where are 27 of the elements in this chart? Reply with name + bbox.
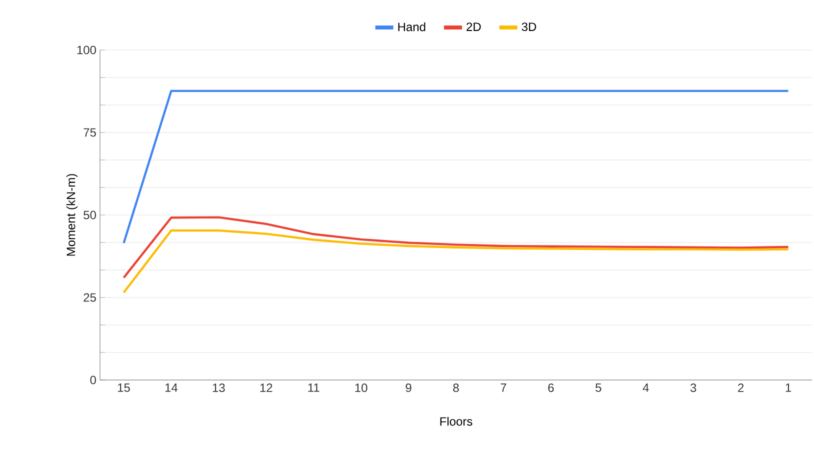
- x-tick-label: 7: [500, 384, 506, 392]
- y-tick-label: 25: [84, 293, 96, 302]
- x-tick-label: 13: [212, 384, 225, 392]
- line-series: [122, 216, 790, 279]
- y-tick-label: 100: [77, 46, 96, 54]
- x-tick-label: 3: [690, 384, 696, 392]
- legend-label: 2D: [466, 22, 481, 31]
- y-tick-label: 50: [84, 210, 96, 220]
- x-tick-label: 15: [118, 384, 130, 392]
- y-axis-title: Moment (kN-m): [66, 174, 78, 256]
- x-tick-label: 1: [786, 384, 792, 392]
- x-axis-title: Floors: [440, 416, 472, 426]
- x-tick-label: 14: [165, 384, 178, 392]
- line-series: [122, 229, 790, 294]
- x-tick-label: 12: [260, 384, 272, 392]
- x-tick-label: 8: [453, 384, 459, 392]
- legend-label: Hand: [398, 22, 426, 32]
- x-tick-label: 11: [308, 384, 320, 392]
- x-tick-label: 4: [642, 384, 649, 392]
- x-tick-label: 2: [738, 384, 744, 392]
- x-tick-label: 5: [596, 384, 602, 392]
- legend-label: 3D: [522, 22, 536, 32]
- x-tick-label: 10: [355, 384, 368, 392]
- y-tick-label: 0: [90, 376, 96, 384]
- x-tick-label: 9: [406, 384, 412, 392]
- x-tick-label: 6: [548, 384, 554, 392]
- y-tick-label: 75: [84, 128, 96, 137]
